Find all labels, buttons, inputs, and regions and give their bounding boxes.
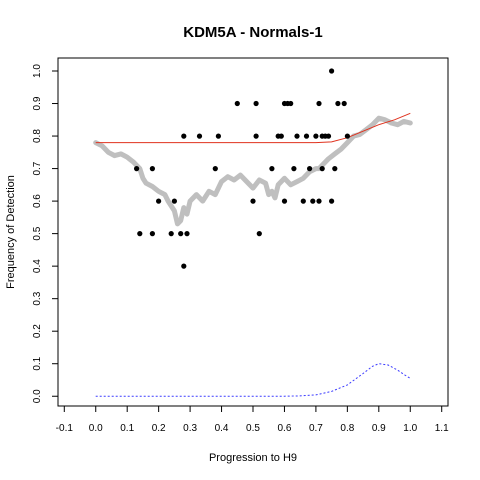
density-line-series [95,363,411,397]
scatter-point [310,198,316,204]
x-tick-label: 0.1 [120,423,134,434]
scatter-point [335,100,341,107]
scatter-point [149,166,155,172]
scatter-point [291,166,297,172]
scatter-points-series [134,68,350,269]
scatter-point [234,100,240,107]
y-tick-label: 0.3 [32,291,43,305]
plot-frame [57,57,449,407]
y-axis-label: Frequency of Detection [5,175,17,289]
scatter-point [253,100,259,107]
scatter-point [256,231,262,237]
scatter-point [134,166,140,172]
smooth-band-line [93,115,413,227]
scatter-point [281,198,288,204]
x-tick-label: 0.2 [152,423,166,434]
scatter-point [325,133,332,139]
y-tick-label: 0.2 [32,324,43,338]
scatter-point [253,133,259,139]
scatter-point [319,166,325,172]
scatter-point [344,133,350,139]
scatter-point [181,263,187,269]
y-tick-label: 1.0 [32,64,43,78]
scatter-point [215,133,221,139]
scatter-point [332,166,338,172]
scatter-point [329,198,335,204]
scatter-point [212,166,218,172]
x-tick-label: 0.5 [246,423,260,434]
density-line [95,363,411,397]
x-axis: -0.1 0.0 0.1 0.2 0.3 0.4 0.5 0.6 0.7 0.8 0.9 1.0 1.1 [56,406,449,434]
y-tick-label: 0.7 [32,161,43,175]
scatter-point [307,166,313,172]
scatter-point [300,198,306,204]
x-tick-label: 0.6 [277,423,291,434]
scatter-point [269,166,275,172]
fit-line-series [95,112,411,144]
x-tick-label: 1.0 [403,423,417,434]
scatter-point [329,68,335,74]
x-tick-label: -0.1 [56,423,74,434]
y-tick-label: 0.9 [32,96,43,110]
x-tick-label: 0.7 [309,423,323,434]
x-tick-label: 0.8 [340,423,354,434]
y-tick-label: 0.8 [32,129,43,143]
scatter-point [294,133,300,139]
x-axis-label: Progression to H9 [209,452,297,464]
y-tick-label: 0.4 [32,259,43,273]
x-tick-label: 0.4 [215,423,229,434]
scatter-point [288,100,294,107]
scatter-point [137,231,143,237]
scatter-point [316,100,322,107]
x-tick-label: 0.0 [89,423,103,434]
y-tick-label: 0.6 [32,194,43,208]
scatter-point [303,133,310,139]
scatter-point [149,231,155,237]
scatter-point [196,133,203,139]
scatter-point [316,198,322,204]
scatter-point [181,133,187,139]
scatter-point [341,100,347,107]
scatter-point [184,231,190,237]
fit-line [95,112,411,144]
scatter-point [278,133,284,139]
x-tick-label: 0.3 [183,423,197,434]
scatter-point [313,133,319,139]
scatter-point [178,231,184,237]
y-axis: 0.0 0.1 0.2 0.3 0.4 0.5 0.6 0.7 0.8 0.9 1.0 [32,64,58,403]
scatter-point [250,198,256,204]
scatter-point [168,231,174,237]
x-tick-label: 0.9 [372,423,386,434]
x-tick-label: 1.1 [435,423,449,434]
chart-title: KDM5A - Normals-1 [183,24,322,41]
scatter-point [171,198,177,204]
smooth-band-series [93,115,413,227]
y-tick-label: 0.0 [32,389,43,403]
y-tick-label: 0.5 [32,226,43,240]
scatter-point [156,198,162,204]
y-tick-label: 0.1 [32,356,43,370]
